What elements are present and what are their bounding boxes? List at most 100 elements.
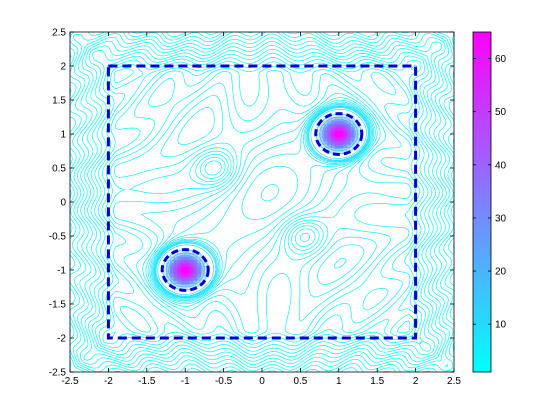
field-cell (338, 130, 344, 135)
contour-line (155, 107, 369, 297)
y-tick-label: -1.5 (49, 300, 67, 311)
x-tick-label: -0.5 (215, 376, 233, 387)
field-cell (338, 144, 344, 148)
field-cell (189, 273, 194, 278)
x-tick-label: -2.5 (61, 376, 79, 387)
field-cell (166, 259, 171, 264)
colorbar-tick-label: 20 (495, 267, 507, 278)
field-cell (181, 280, 186, 284)
x-tick-label: -1.5 (138, 376, 156, 387)
field-cell (358, 130, 363, 135)
colorbar-gradient (472, 31, 492, 373)
contour-line (73, 32, 454, 372)
field-cell (323, 117, 328, 121)
field-cell (354, 140, 359, 145)
x-tick-label: -1 (181, 376, 190, 387)
field-cell (323, 130, 328, 135)
field-cell (327, 123, 332, 128)
field-cell (185, 249, 190, 254)
x-tick-label: -2 (104, 376, 113, 387)
field-cell (338, 113, 344, 118)
field-cell (169, 253, 175, 257)
field-cell (192, 283, 198, 288)
field-cell (342, 117, 347, 121)
y-tick-label: -2 (57, 334, 66, 345)
field-cell (173, 253, 178, 257)
field-cell (192, 273, 198, 278)
y-tick-label: 2 (60, 62, 66, 73)
field-cell (169, 270, 175, 274)
x-tick-label: 2.5 (447, 376, 461, 387)
dashed-circle (160, 248, 210, 292)
field-cell (331, 117, 336, 121)
contour-line (112, 82, 412, 334)
contour-line (178, 127, 346, 277)
field-cell (346, 123, 351, 128)
field-cell (358, 140, 363, 145)
contour-line (90, 48, 437, 355)
field-cell (189, 283, 194, 288)
field-cell (319, 137, 324, 142)
y-tick-label: 0.5 (52, 164, 66, 175)
field-cell (346, 130, 351, 135)
field-cell (319, 127, 324, 131)
contour-line (109, 70, 416, 338)
x-tick-label: 0.5 (293, 376, 307, 387)
field-cell (319, 144, 324, 148)
field-cell (162, 259, 167, 264)
field-cell (319, 147, 324, 152)
field-cell (350, 134, 355, 138)
field-cell (327, 140, 332, 145)
colorbar-tick-label: 10 (495, 320, 507, 331)
field-cell (204, 270, 209, 274)
field-cell (358, 134, 363, 138)
contour-line (172, 122, 352, 282)
field-cell (354, 127, 359, 131)
field-cell (354, 123, 359, 128)
y-tick-label: 1.5 (52, 96, 66, 107)
field-cell (327, 117, 332, 121)
field-cell (354, 134, 359, 138)
field-cell (181, 256, 186, 261)
contour-line (154, 105, 370, 298)
colorbar: 10 20 30 40 50 60 (472, 31, 507, 373)
field-cell (323, 134, 328, 138)
field-cell (181, 249, 186, 254)
field-cell (346, 137, 351, 142)
field-cell (338, 151, 344, 155)
field-cell (200, 259, 205, 264)
field-cell (334, 130, 340, 135)
contour-line (83, 40, 444, 362)
field-cell (334, 147, 340, 152)
field-cell (162, 270, 167, 274)
contour-line (176, 126, 348, 278)
field-cell (338, 117, 344, 121)
field-cell (185, 253, 190, 257)
colorbar-tick-label: 40 (495, 160, 507, 171)
field-cell (185, 256, 190, 261)
field-cell (200, 270, 205, 274)
field-cell (200, 263, 205, 267)
field-cell (166, 283, 171, 288)
field-cell (200, 266, 205, 271)
field-cell (319, 140, 324, 145)
field-cell (315, 134, 320, 138)
field-cell (346, 147, 351, 152)
x-tick-label: 1.5 (370, 376, 384, 387)
field-cell (334, 117, 340, 121)
y-tick-label: 1 (60, 130, 66, 141)
field-cell (181, 276, 186, 281)
field-cell (346, 140, 351, 145)
field-cell (342, 113, 347, 118)
field-cell (334, 113, 340, 118)
field-cell (204, 266, 209, 271)
field-cell (350, 137, 355, 142)
field-cell (177, 283, 182, 288)
field-cell (338, 134, 344, 138)
field-cell (350, 144, 355, 148)
field-cell (196, 273, 201, 278)
field-cell (185, 283, 190, 288)
field-cell (346, 117, 351, 121)
field-cell (181, 253, 186, 257)
